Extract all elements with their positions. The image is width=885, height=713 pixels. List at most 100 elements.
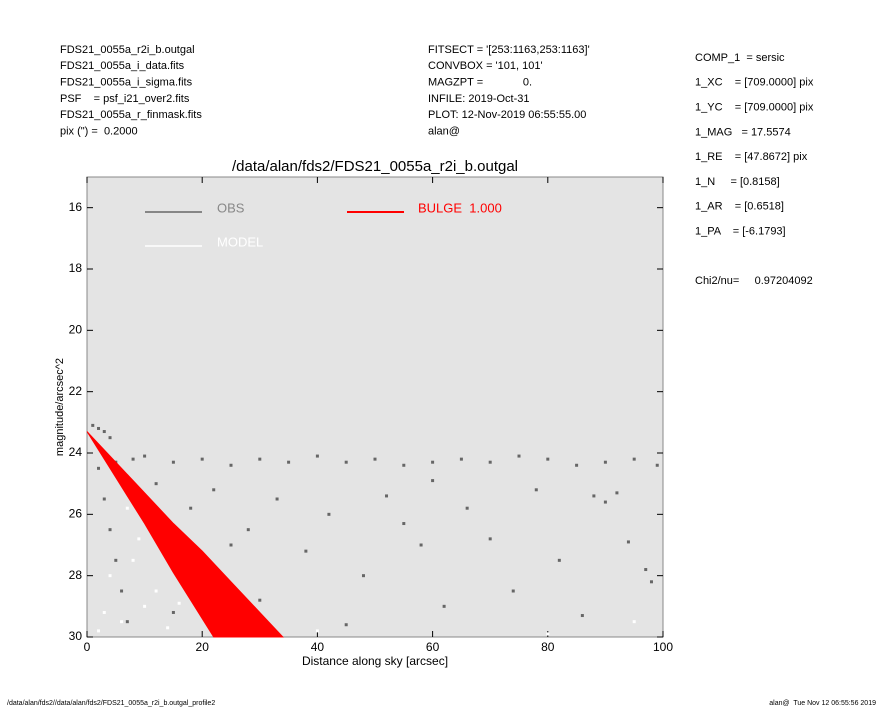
y-tick-label: 28 — [69, 568, 83, 582]
header-middle-line: FITSECT = '[253:1163,253:1163]' — [428, 44, 590, 56]
fit-parameter: 1_PA = [-6.1793] — [695, 226, 786, 238]
bulge-band — [86, 431, 284, 638]
point — [315, 454, 319, 458]
point — [431, 460, 435, 464]
footer-right: alan@ Tue Nov 12 06:55:56 2019 — [769, 700, 876, 707]
header-left-line: pix (") = 0.2000 — [60, 125, 138, 137]
point — [108, 574, 112, 578]
header-middle-line: MAGZPT = 0. — [428, 77, 532, 89]
y-tick-label: 16 — [69, 200, 83, 214]
point — [632, 457, 636, 461]
point — [304, 549, 308, 553]
x-tick-label: 20 — [196, 640, 210, 654]
y-tick-label: 18 — [69, 261, 83, 275]
point — [534, 488, 538, 492]
y-tick-label: 22 — [69, 384, 83, 398]
point — [91, 423, 95, 427]
y-axis-label: magnitude/arcsec^2 — [54, 358, 66, 456]
point — [649, 580, 653, 584]
point — [212, 488, 216, 492]
point — [546, 457, 550, 461]
point — [258, 598, 262, 602]
point — [402, 463, 406, 467]
point — [120, 620, 124, 624]
point — [143, 454, 147, 458]
chart-title: /data/alan/fds2/FDS21_0055a_r2i_b.outgal — [232, 158, 518, 175]
point — [632, 620, 636, 624]
fit-parameter: 1_XC = [709.0000] pix — [695, 77, 814, 89]
x-tick-label: 40 — [311, 640, 325, 654]
point — [102, 610, 106, 614]
header-middle-line: INFILE: 2019-Oct-31 — [428, 93, 530, 105]
point — [419, 543, 423, 547]
point — [125, 620, 129, 624]
point — [229, 543, 233, 547]
header-left-line: FDS21_0055a_i_data.fits — [60, 60, 185, 72]
y-tick-label: 26 — [69, 507, 83, 521]
fit-parameter: 1_MAG = 17.5574 — [695, 126, 791, 138]
x-axis-label: Distance along sky [arcsec] — [302, 654, 448, 668]
point — [108, 436, 112, 440]
x-tick-label: 60 — [426, 640, 440, 654]
point — [97, 629, 101, 633]
point — [108, 528, 112, 532]
point — [97, 466, 101, 470]
point — [385, 494, 389, 498]
point — [137, 537, 141, 541]
legend-label: OBS — [217, 200, 245, 215]
header-left-line: PSF = psf_i21_over2.fits — [60, 93, 190, 105]
point — [200, 457, 204, 461]
point — [143, 604, 147, 608]
header-middle-line: CONVBOX = '101, 101' — [428, 60, 543, 72]
header-left-line: FDS21_0055a_r2i_b.outgal — [60, 44, 195, 56]
point — [459, 457, 463, 461]
footer-left: /data/alan/fds2//data/alan/fds2/FDS21_00… — [7, 700, 215, 707]
point — [344, 460, 348, 464]
y-tick-label: 24 — [69, 445, 83, 459]
point — [344, 623, 348, 627]
point — [402, 522, 406, 526]
point — [442, 604, 446, 608]
point — [575, 463, 579, 467]
point — [517, 454, 521, 458]
point — [154, 482, 158, 486]
point — [189, 506, 193, 510]
header-middle-line: PLOT: 12-Nov-2019 06:55:55.00 — [428, 109, 586, 121]
point — [154, 589, 158, 593]
point — [615, 491, 619, 495]
point — [177, 601, 181, 605]
x-tick-label: 80 — [541, 640, 555, 654]
point — [275, 497, 279, 501]
header-left-line: FDS21_0055a_r_finmask.fits — [60, 109, 202, 121]
point — [131, 558, 135, 562]
point — [592, 494, 596, 498]
point — [626, 540, 630, 544]
point — [546, 632, 550, 636]
point — [131, 457, 135, 461]
fit-parameter: 1_YC = [709.0000] pix — [695, 102, 814, 114]
x-tick-label: 100 — [653, 640, 673, 654]
point — [644, 568, 648, 572]
point — [246, 528, 250, 532]
legend-label: MODEL — [217, 234, 263, 249]
point — [361, 574, 365, 578]
fit-parameter: Chi2/nu= 0.97204092 — [695, 275, 813, 287]
point — [258, 457, 262, 461]
header-left-line: FDS21_0055a_i_sigma.fits — [60, 77, 193, 89]
y-tick-label: 20 — [69, 323, 83, 337]
point — [580, 614, 584, 618]
y-tick-label: 30 — [69, 629, 83, 643]
point — [511, 589, 515, 593]
point — [373, 457, 377, 461]
point — [229, 463, 233, 467]
point — [97, 426, 101, 430]
point — [557, 558, 561, 562]
point — [171, 610, 175, 614]
point — [327, 512, 331, 516]
point — [488, 537, 492, 541]
fit-parameter: COMP_1 = sersic — [695, 52, 785, 64]
point — [287, 460, 291, 464]
fit-parameter: 1_RE = [47.8672] pix — [695, 151, 808, 163]
point — [120, 589, 124, 593]
point — [102, 497, 106, 501]
